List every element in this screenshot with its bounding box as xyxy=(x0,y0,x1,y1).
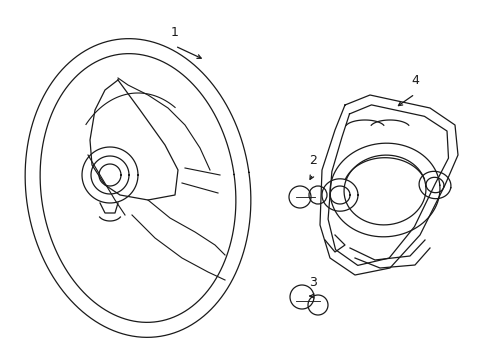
Text: 1: 1 xyxy=(171,26,179,39)
Text: 4: 4 xyxy=(410,73,418,86)
Text: 2: 2 xyxy=(308,153,316,166)
Text: 3: 3 xyxy=(308,275,316,288)
